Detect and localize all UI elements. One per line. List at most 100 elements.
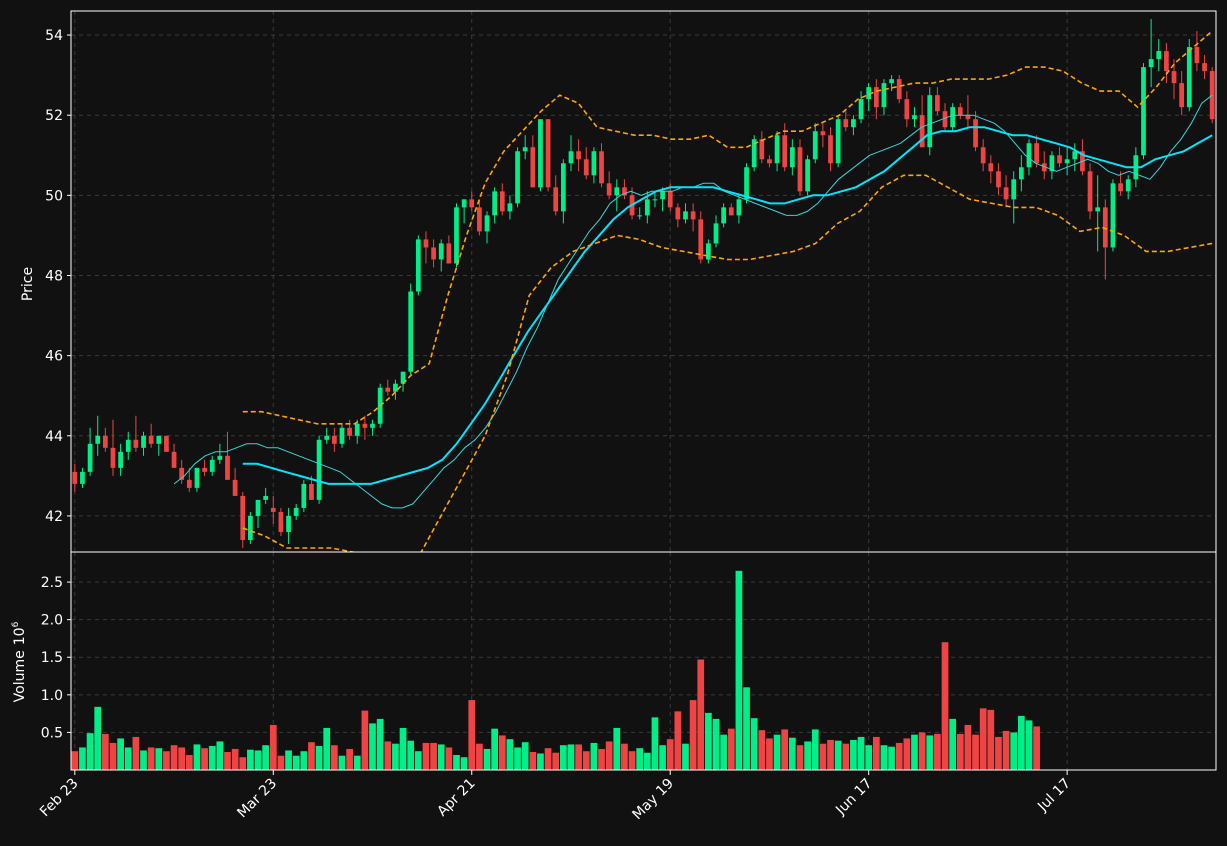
candle-body (667, 191, 673, 208)
bollinger-lower-line (242, 174, 1213, 552)
volume-bar (857, 736, 865, 770)
volume-bar (613, 727, 621, 770)
price-tick-label: 48 (45, 268, 63, 284)
volume-grid (71, 552, 1216, 770)
price-tick-label: 50 (45, 188, 63, 204)
candle-body (797, 147, 803, 192)
volume-bar (247, 749, 254, 770)
price-tick-label: 42 (45, 509, 63, 525)
volume-bar (430, 742, 437, 770)
volume-bar (330, 745, 338, 770)
volume-bar (308, 742, 315, 770)
candle-body (675, 207, 681, 220)
volume-bar (422, 742, 430, 770)
candle-body (354, 423, 360, 436)
candle-body (362, 423, 368, 428)
candle-body (560, 163, 566, 212)
volume-bar (453, 754, 460, 770)
candle-body (873, 87, 879, 108)
volume-bar (804, 741, 811, 770)
candle-body (507, 203, 513, 212)
candle-body (438, 243, 444, 260)
candle-body (973, 119, 978, 148)
volume-bar (285, 750, 292, 770)
volume-bar (460, 757, 468, 770)
candle-body (935, 95, 940, 112)
volume-bar (636, 748, 644, 770)
candle-body (171, 451, 177, 468)
volume-bar (361, 710, 369, 770)
candle-body (545, 119, 551, 188)
volume-bar (643, 752, 651, 770)
candle-body (385, 387, 391, 392)
volume-bar (651, 717, 659, 770)
volume-bar (865, 745, 873, 770)
bollinger-upper-line (242, 30, 1213, 425)
volume-bar (674, 711, 682, 770)
candle-body (110, 447, 116, 468)
volume-bar (140, 750, 147, 770)
volume-tick-label: 0.5 (41, 725, 63, 741)
candle-body (881, 83, 887, 108)
volume-bar (269, 724, 277, 770)
volume-bar (277, 755, 285, 770)
candle-body (156, 435, 162, 444)
candle-body (1095, 207, 1101, 212)
candle-body (751, 139, 757, 168)
volume-bar (346, 748, 353, 770)
volume-bar (758, 730, 766, 770)
candle-body (1026, 143, 1032, 168)
candle-body (400, 371, 406, 384)
candle-body (186, 479, 192, 488)
volume-bar (682, 743, 689, 770)
candle-body (263, 495, 269, 500)
candle-body (148, 435, 154, 444)
candle-body (782, 135, 788, 168)
volume-bar (796, 745, 804, 770)
x-tick-label: Feb 23 (37, 776, 82, 821)
volume-bar (705, 712, 712, 770)
volume-bar (483, 748, 491, 770)
candle-body (1041, 163, 1047, 172)
candle-body (209, 459, 215, 472)
candle-body (1209, 71, 1215, 120)
candle-body (309, 483, 314, 500)
volume-bar (392, 743, 399, 770)
candle-body (843, 119, 849, 128)
volume-bar (766, 738, 773, 770)
candle-body (301, 483, 307, 508)
candle-body (80, 471, 85, 484)
volume-bar (850, 739, 857, 770)
volume-bar (147, 747, 155, 770)
volume-bar (949, 718, 957, 770)
volume-bar (315, 745, 323, 770)
candle-body (217, 455, 223, 460)
volume-bar (254, 750, 262, 770)
candle-body (553, 187, 559, 212)
volume-bar (369, 723, 376, 770)
candle-body (477, 207, 482, 232)
volume-tick-label: 1.5 (41, 650, 63, 666)
candle-body (568, 151, 574, 164)
volume-bar (529, 751, 537, 770)
volume-bar (720, 734, 728, 770)
price-tick-label: 46 (45, 349, 63, 365)
volume-bar (888, 746, 895, 770)
volume-axis-label-text: Volume (12, 650, 28, 702)
volume-bar (132, 736, 140, 770)
candle-body (240, 495, 246, 540)
volume-axis-label: Volume 106 (11, 621, 28, 702)
candle-body (1072, 151, 1078, 160)
candle-body (1034, 143, 1039, 164)
candle-body (1156, 51, 1162, 60)
candle-body (408, 291, 414, 372)
volume-bar (1002, 730, 1010, 770)
volume-bar (1017, 715, 1025, 770)
volume-bar (827, 739, 834, 770)
candle-body (255, 499, 261, 516)
volume-tick-label: 2.0 (41, 613, 63, 629)
volume-bar (109, 742, 117, 770)
volume-bar (659, 745, 666, 770)
volume-bar (514, 747, 521, 770)
candle-body (904, 99, 910, 120)
